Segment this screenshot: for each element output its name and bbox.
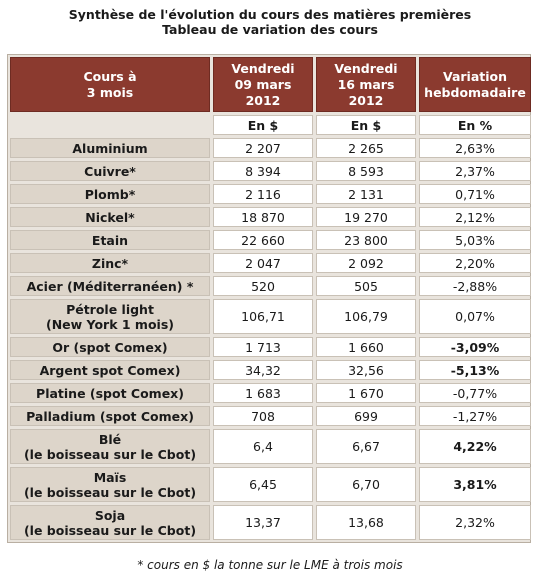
price-16-mars: 8 593: [316, 161, 416, 181]
commodity-name: Blé (le boisseau sur le Cbot): [10, 429, 210, 464]
unit-date-2: En $: [316, 115, 416, 135]
weekly-variation: 3,81%: [419, 467, 531, 502]
title-line-1: Synthèse de l'évolution du cours des mat…: [68, 7, 472, 22]
price-09-mars: 6,45: [213, 467, 313, 502]
table-row: Blé (le boisseau sur le Cbot) 6,4 6,67 4,22%: [10, 429, 531, 464]
table-row: Maïs (le boisseau sur le Cbot) 6,45 6,70 3,8…: [10, 467, 531, 502]
weekly-variation: 4,22%: [419, 429, 531, 464]
table-row: Cuivre* 8 394 8 593 2,37%: [10, 161, 531, 181]
price-16-mars: 2 265: [316, 138, 416, 158]
price-09-mars: 520: [213, 276, 313, 296]
header-date-1: Vendredi 09 mars 2012: [213, 57, 313, 112]
table-row: Platine (spot Comex) 1 683 1 670 -0,77%: [10, 383, 531, 403]
price-09-mars: 708: [213, 406, 313, 426]
table-row: Acier (Méditerranéen) * 520 505 -2,88%: [10, 276, 531, 296]
table-row: Nickel* 18 870 19 270 2,12%: [10, 207, 531, 227]
price-16-mars: 1 670: [316, 383, 416, 403]
price-16-mars: 505: [316, 276, 416, 296]
commodity-name: Aluminium: [10, 138, 210, 158]
price-09-mars: 1 683: [213, 383, 313, 403]
units-row: En $ En $ En %: [10, 115, 531, 135]
table-row: Plomb* 2 116 2 131 0,71%: [10, 184, 531, 204]
weekly-variation: -2,88%: [419, 276, 531, 296]
weekly-variation: -5,13%: [419, 360, 531, 380]
unit-date-1: En $: [213, 115, 313, 135]
table-row: Etain 22 660 23 800 5,03%: [10, 230, 531, 250]
price-09-mars: 2 116: [213, 184, 313, 204]
weekly-variation: 0,71%: [419, 184, 531, 204]
commodity-name: Etain: [10, 230, 210, 250]
weekly-variation: -1,27%: [419, 406, 531, 426]
header-product: Cours à 3 mois: [10, 57, 210, 112]
price-09-mars: 18 870: [213, 207, 313, 227]
weekly-variation: 2,20%: [419, 253, 531, 273]
price-16-mars: 2 131: [316, 184, 416, 204]
commodity-name: Soja (le boisseau sur le Cbot): [10, 505, 210, 540]
commodity-name: Plomb*: [10, 184, 210, 204]
price-09-mars: 1 713: [213, 337, 313, 357]
price-16-mars: 699: [316, 406, 416, 426]
commodity-name: Acier (Méditerranéen) *: [10, 276, 210, 296]
commodity-name: Maïs (le boisseau sur le Cbot): [10, 467, 210, 502]
commodity-table: Cours à 3 mois Vendredi 09 mars 2012 Ven…: [7, 54, 534, 543]
weekly-variation: 2,12%: [419, 207, 531, 227]
price-16-mars: 6,67: [316, 429, 416, 464]
header-date-2: Vendredi 16 mars 2012: [316, 57, 416, 112]
price-16-mars: 1 660: [316, 337, 416, 357]
weekly-variation: 0,07%: [419, 299, 531, 334]
price-09-mars: 6,4: [213, 429, 313, 464]
commodity-name: Or (spot Comex): [10, 337, 210, 357]
footnote: * cours en $ la tonne sur le LME à trois…: [137, 558, 403, 572]
price-16-mars: 32,56: [316, 360, 416, 380]
weekly-variation: -0,77%: [419, 383, 531, 403]
commodity-name: Palladium (spot Comex): [10, 406, 210, 426]
price-09-mars: 2 047: [213, 253, 313, 273]
title-line-2: Tableau de variation des cours: [162, 22, 378, 37]
commodity-name: Nickel*: [10, 207, 210, 227]
table-row: Palladium (spot Comex) 708 699 -1,27%: [10, 406, 531, 426]
unit-variation: En %: [419, 115, 531, 135]
weekly-variation: 5,03%: [419, 230, 531, 250]
weekly-variation: 2,32%: [419, 505, 531, 540]
price-09-mars: 2 207: [213, 138, 313, 158]
weekly-variation: -3,09%: [419, 337, 531, 357]
price-16-mars: 2 092: [316, 253, 416, 273]
price-16-mars: 23 800: [316, 230, 416, 250]
commodity-name: Argent spot Comex): [10, 360, 210, 380]
price-09-mars: 34,32: [213, 360, 313, 380]
table-row: Zinc* 2 047 2 092 2,20%: [10, 253, 531, 273]
commodity-name: Platine (spot Comex): [10, 383, 210, 403]
header-variation: Variation hebdomadaire: [419, 57, 531, 112]
price-16-mars: 6,70: [316, 467, 416, 502]
table-row: Pétrole light (New York 1 mois) 106,71 106,…: [10, 299, 531, 334]
table-row: Or (spot Comex) 1 713 1 660 -3,09%: [10, 337, 531, 357]
price-09-mars: 106,71: [213, 299, 313, 334]
weekly-variation: 2,37%: [419, 161, 531, 181]
table-body: Aluminium 2 207 2 265 2,63% Cuivre* 8 394 8 59…: [10, 138, 531, 540]
price-16-mars: 13,68: [316, 505, 416, 540]
price-09-mars: 13,37: [213, 505, 313, 540]
price-16-mars: 106,79: [316, 299, 416, 334]
table-row: Aluminium 2 207 2 265 2,63%: [10, 138, 531, 158]
units-blank-cell: [10, 115, 210, 135]
header-row: Cours à 3 mois Vendredi 09 mars 2012 Ven…: [10, 57, 531, 112]
document-title: Synthèse de l'évolution du cours des mat…: [0, 0, 540, 37]
price-16-mars: 19 270: [316, 207, 416, 227]
price-09-mars: 22 660: [213, 230, 313, 250]
price-09-mars: 8 394: [213, 161, 313, 181]
commodity-name: Cuivre*: [10, 161, 210, 181]
table-row: Soja (le boisseau sur le Cbot) 13,37 13,68 2…: [10, 505, 531, 540]
commodity-name: Pétrole light (New York 1 mois): [10, 299, 210, 334]
commodity-name: Zinc*: [10, 253, 210, 273]
weekly-variation: 2,63%: [419, 138, 531, 158]
table-row: Argent spot Comex) 34,32 32,56 -5,13%: [10, 360, 531, 380]
